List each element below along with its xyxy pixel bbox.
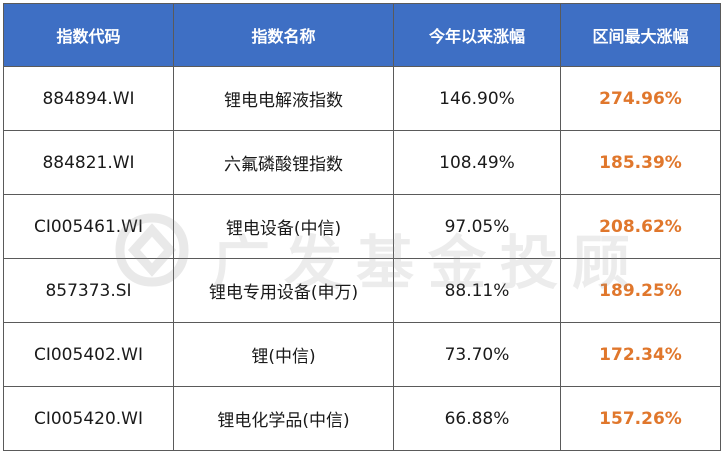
cell-index-name: 锂电设备(中信) (173, 194, 394, 259)
cell-max-gain: 274.96% (560, 66, 721, 131)
table-row: CI005461.WI 锂电设备(中信) 97.05% 208.62% (3, 194, 721, 259)
cell-ytd-gain: 66.88% (393, 386, 561, 451)
cell-index-code: 857373.SI (3, 258, 174, 323)
index-performance-table: 指数代码 指数名称 今年以来涨幅 区间最大涨幅 884894.WI 锂电电解液指… (3, 3, 721, 451)
index-table-container: 指数代码 指数名称 今年以来涨幅 区间最大涨幅 884894.WI 锂电电解液指… (3, 3, 721, 459)
header-index-name: 指数名称 (173, 3, 394, 67)
table-row: CI005402.WI 锂(中信) 73.70% 172.34% (3, 322, 721, 387)
cell-index-name: 锂(中信) (173, 322, 394, 387)
table-row: CI005420.WI 锂电化学品(中信) 66.88% 157.26% (3, 386, 721, 451)
cell-ytd-gain: 108.49% (393, 130, 561, 195)
table-row: 857373.SI 锂电专用设备(申万) 88.11% 189.25% (3, 258, 721, 323)
cell-index-code: 884894.WI (3, 66, 174, 131)
header-row: 指数代码 指数名称 今年以来涨幅 区间最大涨幅 (3, 3, 721, 67)
cell-index-code: CI005402.WI (3, 322, 174, 387)
header-ytd-gain: 今年以来涨幅 (393, 3, 561, 67)
cell-max-gain: 208.62% (560, 194, 721, 259)
cell-max-gain: 172.34% (560, 322, 721, 387)
cell-ytd-gain: 73.70% (393, 322, 561, 387)
cell-ytd-gain: 146.90% (393, 66, 561, 131)
cell-index-name: 锂电电解液指数 (173, 66, 394, 131)
cell-index-code: CI005420.WI (3, 386, 174, 451)
cell-index-code: 884821.WI (3, 130, 174, 195)
cell-index-name: 锂电专用设备(申万) (173, 258, 394, 323)
cell-ytd-gain: 97.05% (393, 194, 561, 259)
cell-max-gain: 189.25% (560, 258, 721, 323)
header-index-code: 指数代码 (3, 3, 174, 67)
header-max-gain: 区间最大涨幅 (560, 3, 721, 67)
cell-index-name: 锂电化学品(中信) (173, 386, 394, 451)
cell-max-gain: 185.39% (560, 130, 721, 195)
cell-index-code: CI005461.WI (3, 194, 174, 259)
cell-max-gain: 157.26% (560, 386, 721, 451)
table-row: 884894.WI 锂电电解液指数 146.90% 274.96% (3, 66, 721, 131)
cell-index-name: 六氟磷酸锂指数 (173, 130, 394, 195)
cell-ytd-gain: 88.11% (393, 258, 561, 323)
table-row: 884821.WI 六氟磷酸锂指数 108.49% 185.39% (3, 130, 721, 195)
